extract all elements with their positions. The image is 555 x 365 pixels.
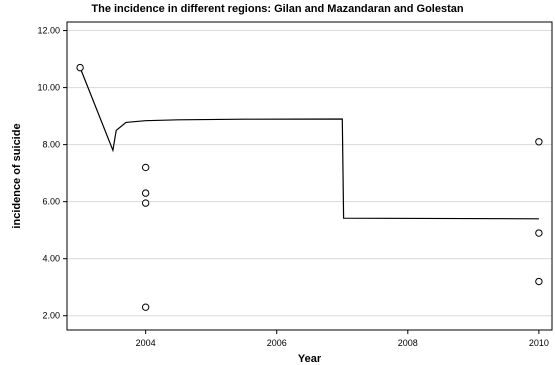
scatter-point bbox=[535, 138, 543, 146]
points-layer bbox=[76, 63, 543, 311]
scatter-point bbox=[535, 277, 543, 286]
scatter-point bbox=[141, 303, 150, 311]
y-tick-label: 12.00 bbox=[37, 26, 60, 36]
chart-title: The incidence in different regions: Gila… bbox=[91, 3, 464, 15]
grid-layer bbox=[67, 30, 552, 317]
axis-layer: 2.00 4.00 6.00 8.00 10.00 12.00 2004 2006 2008 20… bbox=[37, 21, 553, 348]
scatter-point bbox=[141, 189, 150, 197]
fit-line-layer bbox=[79, 67, 539, 220]
plot-frame bbox=[66, 21, 553, 331]
fit-line bbox=[79, 67, 539, 220]
y-axis-title: incidence of suicide bbox=[11, 123, 23, 228]
scatter-point bbox=[76, 63, 84, 72]
x-tick-label: 2008 bbox=[398, 338, 418, 348]
y-tick-label: 8.00 bbox=[42, 140, 60, 150]
x-tick-label: 2010 bbox=[529, 338, 549, 348]
x-tick-label: 2006 bbox=[267, 338, 287, 348]
y-tick-label: 2.00 bbox=[42, 311, 60, 321]
scatter-point bbox=[141, 163, 150, 172]
y-tick-label: 10.00 bbox=[37, 83, 60, 93]
x-tick-label: 2004 bbox=[136, 338, 156, 348]
x-axis-title: Year bbox=[298, 353, 322, 365]
y-tick-label: 4.00 bbox=[42, 254, 60, 264]
scatter-point bbox=[141, 199, 150, 207]
y-tick-label: 6.00 bbox=[42, 197, 60, 207]
scatter-point bbox=[535, 229, 543, 237]
